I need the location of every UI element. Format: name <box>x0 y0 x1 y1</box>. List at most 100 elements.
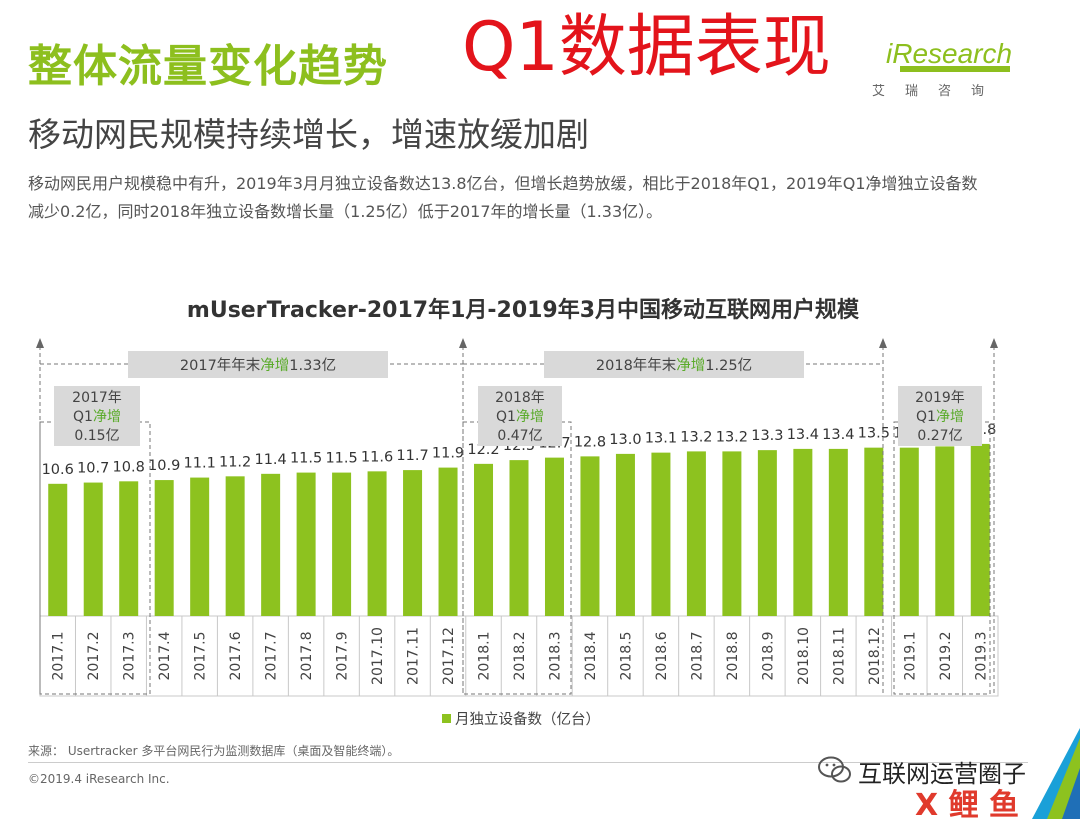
q1-annotation-value: 0.47亿 <box>497 428 542 444</box>
bar <box>154 480 174 616</box>
watermark-logo: X 鲤 鱼 <box>915 788 1020 823</box>
bar <box>261 473 281 616</box>
bar-value-label: 13.5 <box>858 426 890 442</box>
bar <box>828 448 848 616</box>
logo-text: iResearch <box>886 38 1013 69</box>
category-tick-label: 2017.4 <box>157 631 173 680</box>
page-subtitle: 移动网民规模持续增长，增速放缓加剧 <box>28 115 589 154</box>
bar-value-label: 11.6 <box>361 449 393 465</box>
q1-annotation-year: 2017年 <box>72 390 122 406</box>
arrow-head <box>36 338 44 348</box>
footer-source: 来源： Usertracker 多平台网民行为监测数据库（桌面及智能终端）。 <box>28 744 400 758</box>
annotation-text: 2019年 <box>915 390 965 406</box>
bar <box>509 460 529 616</box>
annotation-text: 2018年 <box>495 390 545 406</box>
bar-value-label: 10.7 <box>77 461 109 477</box>
category-tick-label: 2018.12 <box>867 627 883 685</box>
bar-value-label: 11.1 <box>184 456 216 472</box>
bar-value-label: 13.3 <box>751 428 783 444</box>
bar-value-label: 13.2 <box>680 429 712 445</box>
bar <box>296 472 316 616</box>
bar <box>615 453 635 616</box>
bar-value-label: 11.9 <box>432 446 464 462</box>
iresearch-logo: iResearch 艾瑞咨询 <box>872 38 1012 106</box>
q1-annotation-value: 0.15亿 <box>74 428 119 444</box>
annotation-text: Q1 <box>73 409 93 425</box>
bar-value-label: 13.1 <box>645 431 677 447</box>
page-description: 移动网民用户规模稳中有升，2019年3月月独立设备数达13.8亿台，但增长趋势放… <box>28 174 978 221</box>
bar <box>864 447 884 616</box>
bar <box>367 471 387 616</box>
bar-chart: 10.6 2017.1 10.7 2017.2 10.8 2017.3 10.9 2017.4… <box>36 338 999 728</box>
bar-value-label: 13.4 <box>787 427 819 443</box>
q1-annotation-year: 2019年 <box>915 390 965 406</box>
bar-value-label: 13.4 <box>822 427 854 443</box>
legend-label: 月独立设备数（亿台） <box>455 711 600 728</box>
wechat-icon <box>818 756 851 783</box>
bar <box>757 450 777 616</box>
bar-value-label: 11.2 <box>219 454 251 470</box>
arrow-head <box>990 338 998 348</box>
category-tick-label: 2018.2 <box>512 632 528 681</box>
category-tick-label: 2018.11 <box>831 627 847 685</box>
bar <box>580 456 600 616</box>
category-tick-label: 2018.4 <box>583 631 599 680</box>
bar <box>403 470 423 616</box>
category-tick-label: 2018.3 <box>547 632 563 681</box>
category-tick-label: 2017.7 <box>264 632 280 681</box>
category-tick-label: 2017.9 <box>335 632 351 681</box>
category-tick-label: 2018.5 <box>618 632 634 681</box>
bar <box>438 467 458 616</box>
year-annotation-label: 2018年年末净增1.25亿 <box>596 357 752 374</box>
category-tick-label: 2017.8 <box>299 632 315 681</box>
bar-value-label: 11.4 <box>254 452 286 468</box>
annotation-text: 0.15亿 <box>74 428 119 444</box>
bar-value-label: 10.9 <box>148 458 180 474</box>
category-tick-label: 2018.10 <box>796 627 812 685</box>
bar <box>190 477 210 616</box>
bar <box>651 452 671 616</box>
bar-value-label: 11.5 <box>325 451 357 467</box>
category-tick-label: 2019.1 <box>902 632 918 681</box>
annotation-highlight: 净增 <box>936 409 964 425</box>
annotation-text: 2018年年末 <box>596 357 677 374</box>
logo-bar <box>900 66 1010 72</box>
annotation-text: 1.33亿 <box>289 357 336 374</box>
bar-value-label: 13.2 <box>716 429 748 445</box>
bar <box>119 481 139 616</box>
annotation-text: Q1 <box>496 409 516 425</box>
annotation-text: 2017年年末 <box>180 357 261 374</box>
category-tick-label: 2018.8 <box>725 632 741 681</box>
q1-annotation-box <box>898 386 982 446</box>
category-tick-label: 2017.11 <box>406 627 422 685</box>
bar <box>48 483 68 616</box>
category-tick-label: 2017.3 <box>122 632 138 681</box>
bar <box>83 482 103 616</box>
corner-decoration <box>1032 728 1080 819</box>
bar <box>225 476 245 616</box>
q1-bracket <box>462 421 572 695</box>
category-tick-label: 2019.3 <box>973 632 989 681</box>
annotation-text: 2017年 <box>72 390 122 406</box>
year-annotation-box <box>544 351 804 378</box>
watermark-text: 互联网运营圈子 <box>858 760 1026 788</box>
category-tick-label: 2018.9 <box>760 632 776 681</box>
bar <box>899 447 919 616</box>
bar-value-label: 10.6 <box>42 462 74 478</box>
q1-annotation-box <box>478 386 562 446</box>
bar <box>970 443 990 616</box>
bar <box>793 448 813 616</box>
annotation-text: Q1 <box>916 409 936 425</box>
arrow-head <box>459 338 467 348</box>
q1-annotation-label: Q1净增 <box>916 409 964 425</box>
annotation-highlight: 净增 <box>516 409 544 425</box>
legend-swatch <box>442 714 451 723</box>
annotation-highlight: 净增 <box>676 357 705 374</box>
q1-bracket <box>39 421 151 695</box>
year-annotation-label: 2017年年末净增1.33亿 <box>180 357 336 374</box>
arrow-head <box>879 338 887 348</box>
bar-value-label: 11.5 <box>290 451 322 467</box>
category-tick-label: 2017.2 <box>86 632 102 681</box>
q1-annotation-value: 0.27亿 <box>917 428 962 444</box>
bar <box>332 472 352 616</box>
